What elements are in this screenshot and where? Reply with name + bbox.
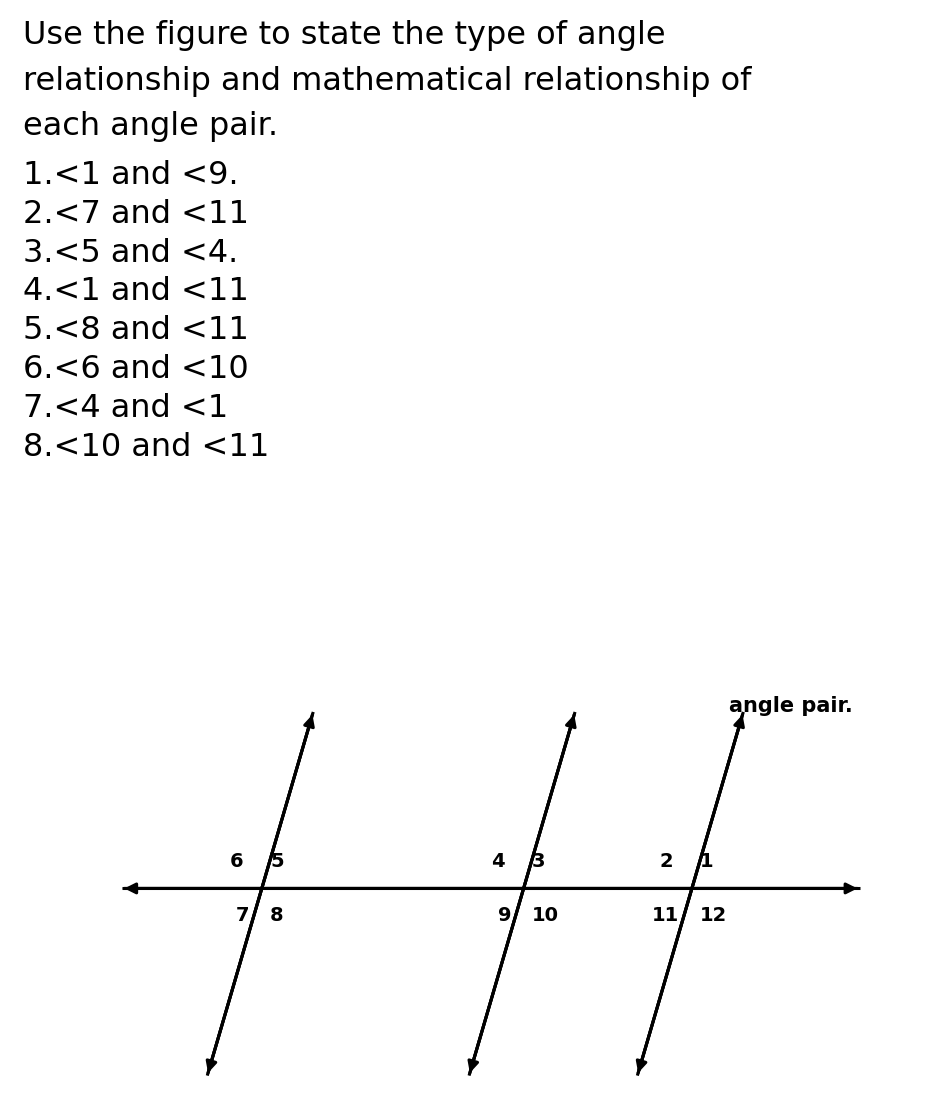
Text: 3.<5 and <4.: 3.<5 and <4. [23, 238, 238, 269]
Text: 10: 10 [532, 905, 559, 925]
Text: 2: 2 [660, 852, 673, 871]
Text: 2.<7 and <11: 2.<7 and <11 [23, 199, 250, 229]
Text: 6.<6 and <10: 6.<6 and <10 [23, 354, 249, 385]
Text: 6: 6 [230, 852, 243, 871]
Text: 7: 7 [236, 905, 250, 925]
Text: 3: 3 [532, 852, 545, 871]
Text: 12: 12 [700, 905, 727, 925]
Text: 8: 8 [270, 905, 283, 925]
Text: 11: 11 [653, 905, 680, 925]
Text: relationship and mathematical relationship of: relationship and mathematical relationsh… [23, 66, 752, 97]
Text: 7.<4 and <1: 7.<4 and <1 [23, 393, 229, 423]
Text: 4.<1 and <11: 4.<1 and <11 [23, 276, 250, 307]
Text: 1: 1 [700, 852, 713, 871]
Text: Use the figure to state the type of angle: Use the figure to state the type of angl… [23, 20, 666, 52]
Text: angle pair.: angle pair. [729, 695, 853, 716]
Text: 1.<1 and <9.: 1.<1 and <9. [23, 160, 239, 191]
Text: 4: 4 [492, 852, 505, 871]
Text: 9: 9 [497, 905, 511, 925]
Text: 5.<8 and <11: 5.<8 and <11 [23, 315, 250, 347]
Text: each angle pair.: each angle pair. [23, 111, 279, 143]
Text: 8.<10 and <11: 8.<10 and <11 [23, 431, 270, 463]
Text: 5: 5 [270, 852, 283, 871]
